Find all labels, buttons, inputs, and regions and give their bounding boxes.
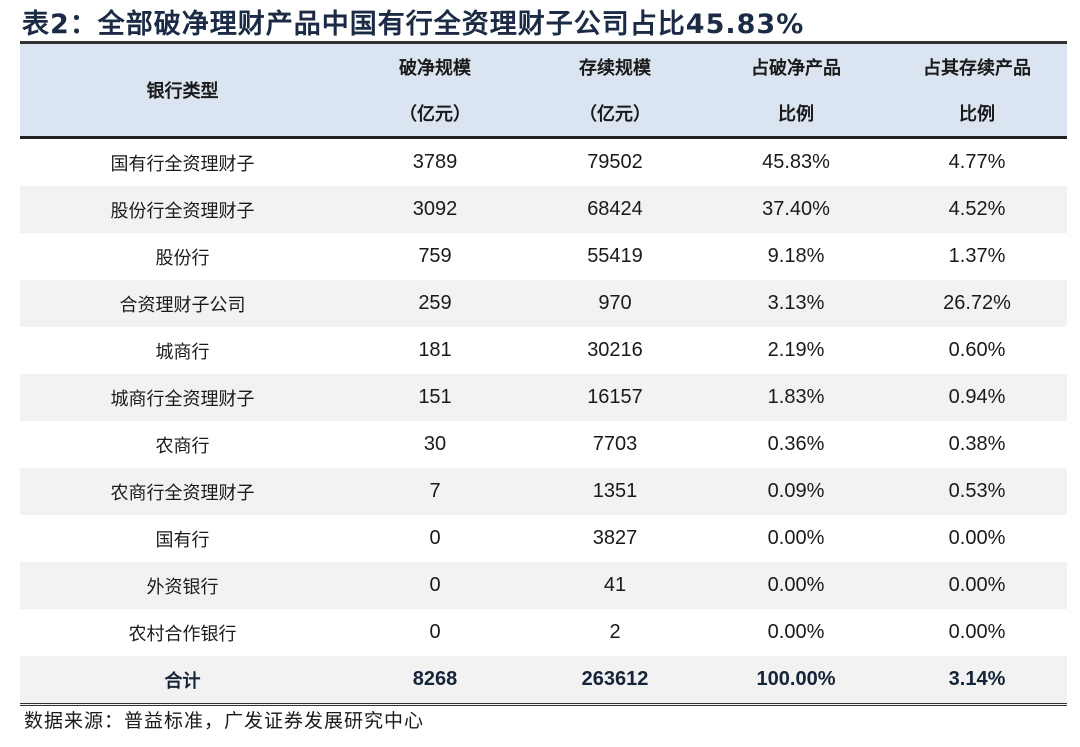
breakeven-scale-cell: 7 (429, 480, 441, 502)
breakeven-share-cell: 3.13% (767, 292, 825, 314)
source-note: 数据来源：普益标准，广发证券发展研究中心 (24, 710, 425, 732)
header-breakeven-scale: 破净规模 (399, 58, 471, 79)
table-row: 农商行全资理财子 7 1351 0.09% 0.53% (20, 468, 1067, 515)
outstanding-scale-cell: 263612 (581, 668, 649, 690)
header-outstanding-scale: 存续规模 (579, 58, 651, 79)
table-body: 国有行全资理财子 3789 79502 45.83% 4.77% 股份行全资理财子 3092… (20, 138, 1067, 705)
own-share-cell: 0.00% (948, 527, 1006, 549)
outstanding-scale-cell: 970 (598, 292, 632, 314)
own-share-cell: 4.77% (948, 151, 1006, 173)
breakeven-share-cell: 0.09% (767, 480, 825, 502)
bank-type-cell: 国有行全资理财子 (110, 153, 255, 175)
table-row: 国有行全资理财子 3789 79502 45.83% 4.77% (20, 138, 1067, 187)
outstanding-scale-cell: 55419 (587, 245, 643, 267)
breakeven-scale-cell: 0 (429, 527, 441, 549)
outstanding-scale-cell: 7703 (592, 433, 638, 455)
own-share-cell: 3.14% (948, 668, 1006, 690)
breakeven-share-cell: 0.00% (767, 574, 825, 596)
breakeven-scale-cell: 181 (418, 339, 452, 361)
bank-type-cell: 股份行 (155, 247, 210, 269)
own-share-cell: 0.60% (948, 339, 1006, 361)
breakeven-share-cell: 45.83% (762, 151, 830, 173)
breakeven-share-cell: 37.40% (762, 198, 830, 220)
breakeven-share-cell: 0.36% (767, 433, 825, 455)
data-table: 银行类型 破净规模 存续规模 占破净产品 占其存续产品 （亿元） （亿元） 比例… (20, 41, 1067, 706)
outstanding-scale-cell: 16157 (587, 386, 643, 408)
bank-type-cell: 农商行 (155, 435, 210, 457)
own-share-cell: 4.52% (948, 198, 1006, 220)
breakeven-scale-cell: 3789 (412, 151, 458, 173)
header-ratio: 比例 (959, 104, 995, 125)
table-row: 农商行 30 7703 0.36% 0.38% (20, 421, 1067, 468)
bank-type-cell: 合资理财子公司 (119, 294, 246, 316)
header-ratio: 比例 (778, 104, 814, 125)
breakeven-scale-cell: 259 (418, 292, 452, 314)
outstanding-scale-cell: 2 (609, 621, 621, 643)
breakeven-share-cell: 2.19% (767, 339, 825, 361)
breakeven-share-cell: 100.00% (756, 668, 836, 690)
header-breakeven-share: 占破净产品 (751, 58, 841, 79)
breakeven-scale-cell: 759 (418, 245, 452, 267)
table-row: 股份行全资理财子 3092 68424 37.40% 4.52% (20, 186, 1067, 233)
header-own-share: 占其存续产品 (923, 58, 1031, 79)
outstanding-scale-cell: 30216 (587, 339, 643, 361)
breakeven-scale-cell: 30 (423, 433, 447, 455)
own-share-cell: 1.37% (948, 245, 1006, 267)
bank-type-cell: 外资银行 (146, 576, 219, 598)
outstanding-scale-cell: 68424 (587, 198, 643, 220)
breakeven-scale-cell: 151 (418, 386, 452, 408)
bank-type-cell: 合计 (164, 670, 201, 692)
own-share-cell: 0.94% (948, 386, 1006, 408)
bank-type-cell: 农商行全资理财子 (110, 482, 255, 504)
breakeven-scale-cell: 0 (429, 621, 441, 643)
table-row: 城商行全资理财子 151 16157 1.83% 0.94% (20, 374, 1067, 421)
outstanding-scale-cell: 41 (603, 574, 627, 596)
table-header: 银行类型 破净规模 存续规模 占破净产品 占其存续产品 （亿元） （亿元） 比例… (20, 42, 1067, 138)
outstanding-scale-cell: 1351 (592, 480, 638, 502)
table-row: 国有行 0 3827 0.00% 0.00% (20, 515, 1067, 562)
outstanding-scale-cell: 79502 (587, 151, 643, 173)
breakeven-scale-cell: 0 (429, 574, 441, 596)
own-share-cell: 26.72% (943, 292, 1011, 314)
own-share-cell: 0.00% (948, 621, 1006, 643)
bank-type-cell: 股份行全资理财子 (110, 200, 255, 222)
table-row: 合资理财子公司 259 970 3.13% 26.72% (20, 280, 1067, 327)
header-unit: （亿元） (399, 104, 471, 125)
table-row: 外资银行 0 41 0.00% 0.00% (20, 562, 1067, 609)
own-share-cell: 0.00% (948, 574, 1006, 596)
own-share-cell: 0.38% (948, 433, 1006, 455)
bank-type-cell: 农村合作银行 (128, 623, 237, 645)
table-title: 表2：全部破净理财产品中国有行全资理财子公司占比45.83% (22, 9, 805, 40)
breakeven-scale-cell: 8268 (412, 668, 458, 690)
header-bank-type: 银行类型 (146, 81, 219, 102)
total-row: 合计 8268 263612 100.00% 3.14% (20, 656, 1067, 705)
breakeven-share-cell: 1.83% (767, 386, 825, 408)
table-row: 城商行 181 30216 2.19% 0.60% (20, 327, 1067, 374)
bank-type-cell: 城商行 (155, 341, 210, 363)
outstanding-scale-cell: 3827 (592, 527, 638, 549)
header-unit: （亿元） (579, 104, 651, 125)
bank-type-cell: 城商行全资理财子 (110, 388, 255, 410)
own-share-cell: 0.53% (948, 480, 1006, 502)
breakeven-share-cell: 9.18% (767, 245, 825, 267)
breakeven-scale-cell: 3092 (412, 198, 458, 220)
breakeven-share-cell: 0.00% (767, 621, 825, 643)
table-row: 农村合作银行 0 2 0.00% 0.00% (20, 609, 1067, 656)
breakeven-share-cell: 0.00% (767, 527, 825, 549)
table-row: 股份行 759 55419 9.18% 1.37% (20, 233, 1067, 280)
bank-type-cell: 国有行 (155, 529, 210, 551)
